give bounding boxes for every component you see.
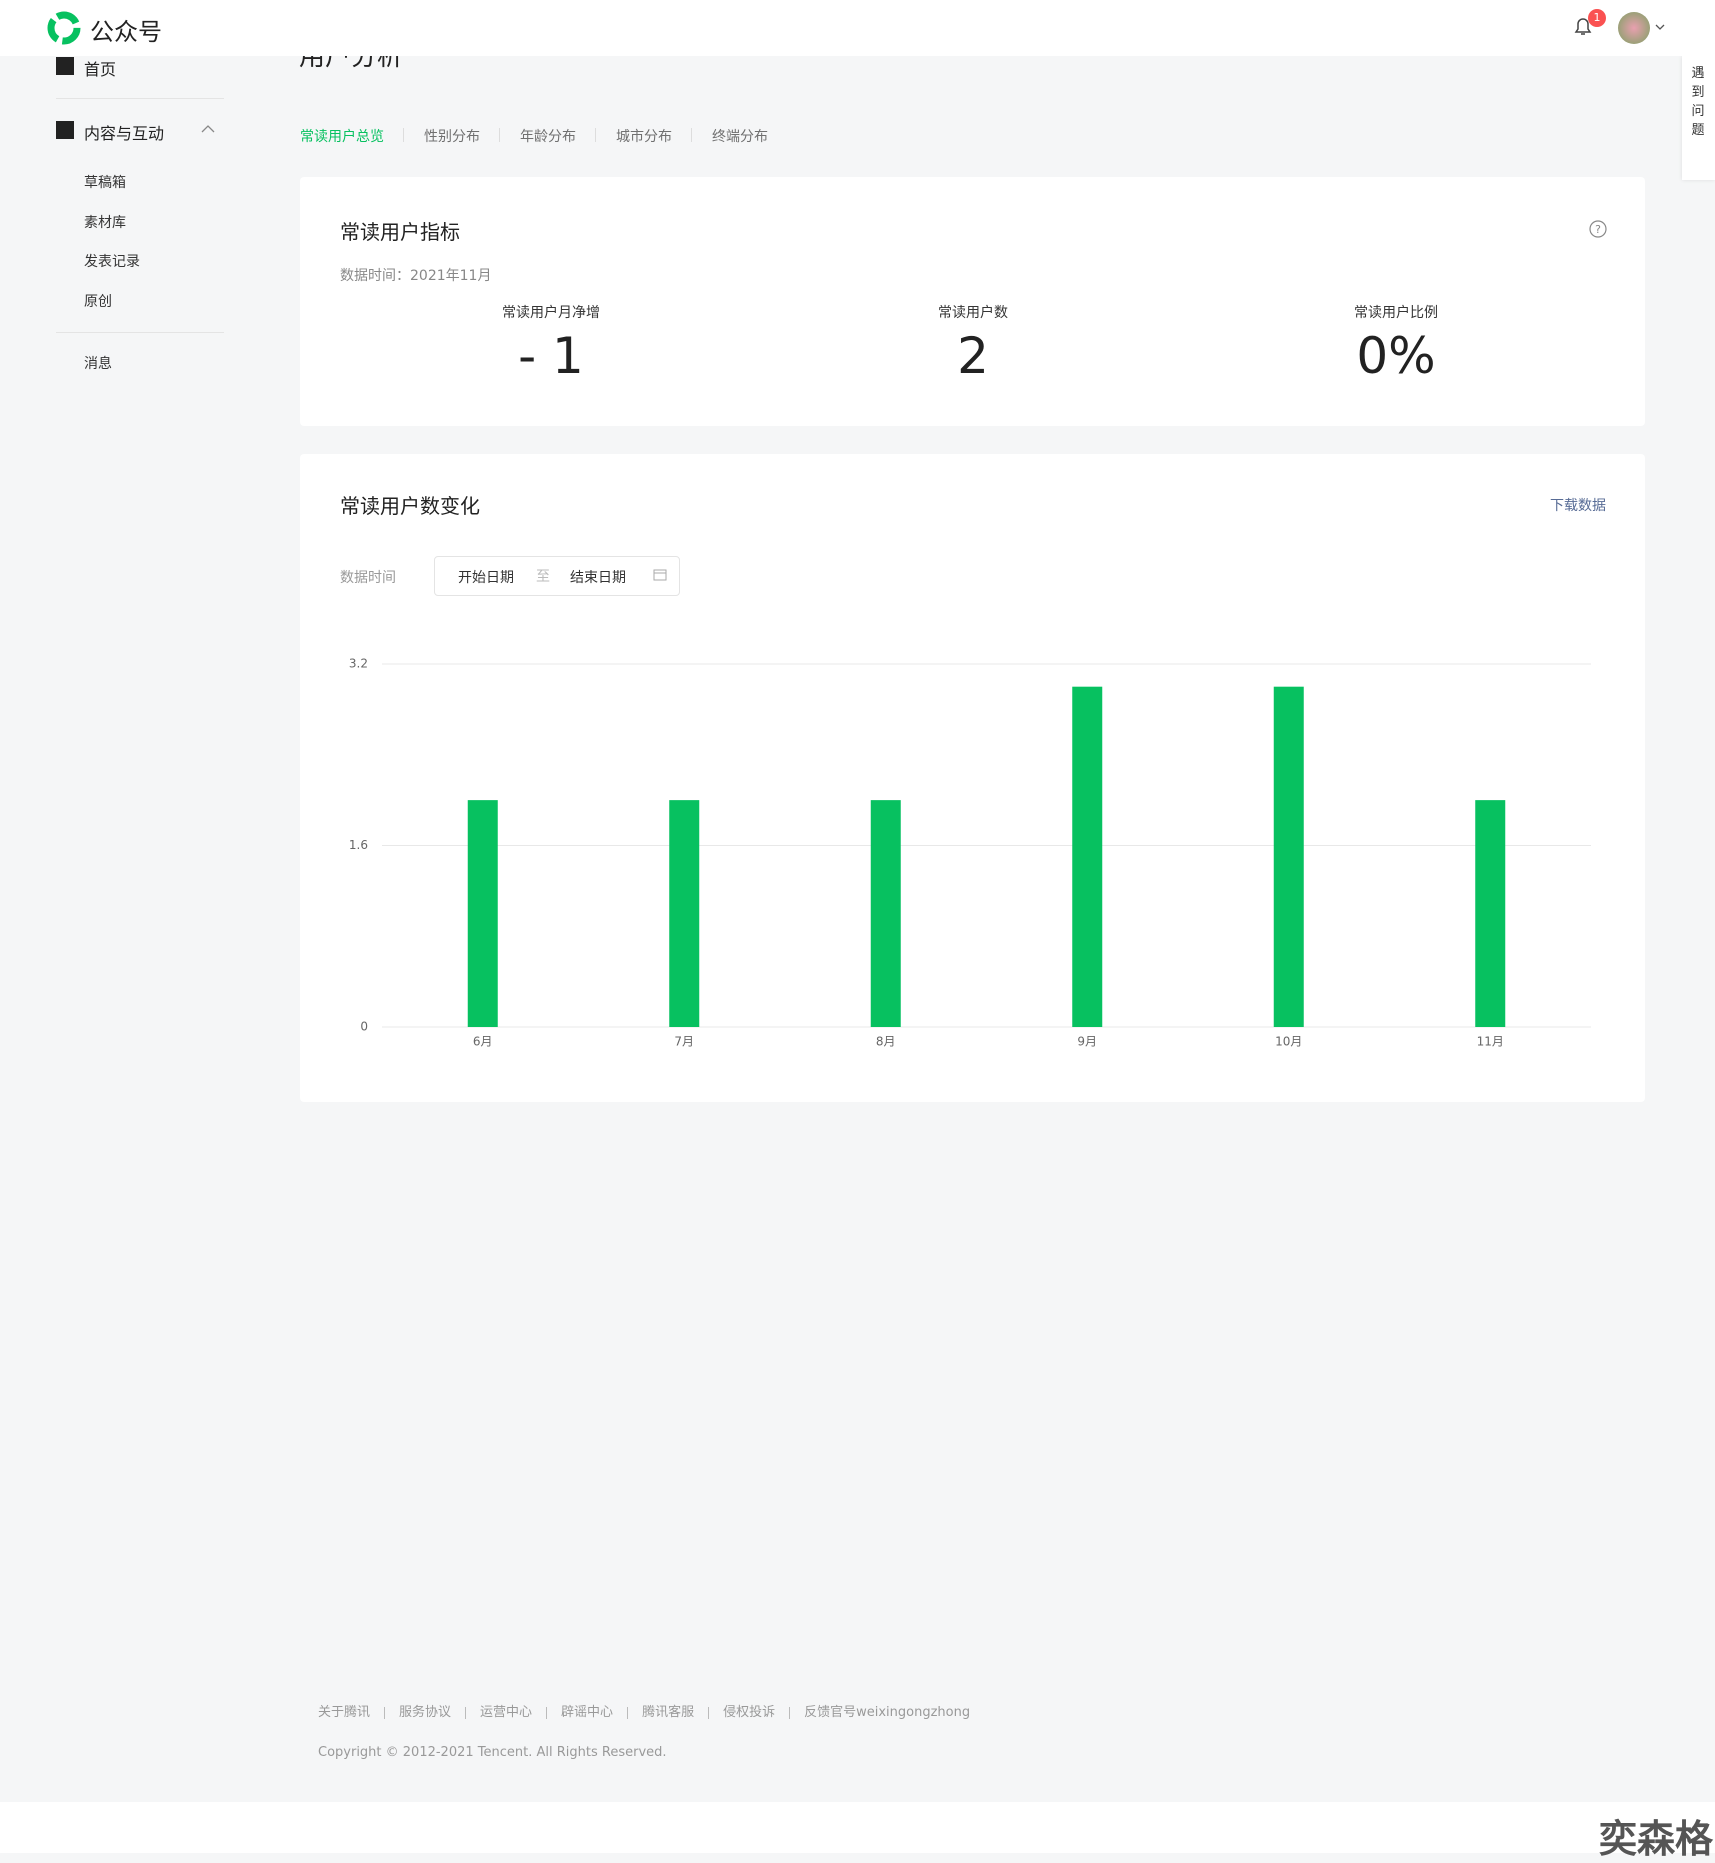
logo-text[interactable]: 公众号 [90, 18, 162, 46]
bar [870, 800, 901, 1027]
divider [56, 332, 224, 333]
metrics-card [300, 177, 1645, 426]
tab[interactable]: 性别分布 [424, 129, 480, 145]
bottom-band [0, 1802, 1715, 1853]
footer-link[interactable]: 服务协议 [384, 1706, 465, 1719]
tab-separator [691, 128, 692, 142]
bar [1273, 686, 1304, 1027]
bar-chart: 0 1.6 3.2 6月 7月 8月 9月 10月 11月 [349, 657, 1591, 1049]
nav-subitem[interactable]: 素材库 [84, 215, 126, 231]
logo-icon [47, 11, 81, 45]
nav-item[interactable]: 内容与互动 [84, 124, 165, 143]
y-tick-label: 1.6 [349, 838, 368, 852]
x-tick-label: 11月 [1477, 1035, 1504, 1049]
header: 公众号 1 [0, 0, 1715, 56]
footer-link[interactable]: 腾讯客服 [627, 1706, 708, 1719]
help-text[interactable]: 遇到问题 [1691, 66, 1705, 138]
bar [1072, 686, 1103, 1027]
footer-link[interactable]: 运营中心 [465, 1706, 546, 1719]
nav-subitem[interactable]: 草稿箱 [84, 175, 126, 191]
bell[interactable] [1570, 14, 1596, 40]
nav-item[interactable]: 首页 [84, 60, 117, 79]
tab[interactable]: 城市分布 [616, 129, 672, 145]
metric-label: 常读用户数 [938, 305, 1008, 321]
avatar[interactable] [1618, 12, 1650, 44]
start-date[interactable]: 开始日期 [458, 570, 514, 586]
download-link[interactable]: 下载数据 [1550, 498, 1606, 514]
date-separator: 至 [536, 569, 550, 585]
help-icon[interactable]: ? [1588, 219, 1608, 239]
icon [56, 121, 74, 139]
card-title: 常读用户数变化 [340, 494, 480, 518]
help-panel[interactable]: 遇到问题 [1682, 56, 1715, 180]
bar [1475, 800, 1506, 1027]
nav-subitem[interactable]: 原创 [84, 294, 112, 310]
svg-text:?: ? [1595, 223, 1601, 236]
metric-label: 常读用户月净增 [502, 305, 600, 321]
trend-card [300, 454, 1645, 1102]
tab-separator [595, 128, 596, 142]
icon [56, 57, 74, 75]
calendar-icon[interactable] [652, 567, 668, 583]
y-tick-label: 0 [360, 1020, 368, 1034]
date-picker[interactable] [434, 556, 680, 596]
footer-link[interactable]: 关于腾讯 [318, 1705, 371, 1720]
date-label: 数据时间 [340, 570, 396, 586]
footer-links: 关于腾讯 服务协议 运营中心 辟谣中心 腾讯客服 侵权投诉 反馈官号weixingongzh… [318, 1705, 984, 1720]
divider [56, 98, 224, 99]
x-tick-label: 6月 [473, 1035, 493, 1049]
x-tick-label: 7月 [674, 1035, 694, 1049]
card-title: 常读用户指标 [340, 220, 460, 244]
date-label: 数据时间：2021年11月 [340, 268, 492, 284]
tab[interactable]: 终端分布 [712, 129, 768, 145]
x-tick-label: 8月 [876, 1035, 896, 1049]
metric-value: - 1 [518, 327, 584, 385]
collapse-arrow[interactable] [200, 123, 216, 135]
dropdown-arrow[interactable] [1654, 22, 1666, 32]
metric-label: 常读用户比例 [1354, 305, 1438, 321]
copyright: Copyright © 2012-2021 Tencent. All Right… [318, 1745, 667, 1760]
footer-link[interactable]: 反馈官号weixingongzhong [789, 1706, 984, 1719]
tab[interactable]: 常读用户总览 [300, 129, 384, 145]
end-date[interactable]: 结束日期 [570, 570, 626, 586]
x-tick-label: 9月 [1077, 1035, 1097, 1049]
nav-subitem[interactable]: 消息 [84, 356, 112, 372]
watermark: 奕森格 [1598, 1817, 1713, 1861]
tab[interactable]: 年龄分布 [520, 129, 576, 145]
metric-value: 2 [957, 327, 989, 385]
bar [467, 800, 498, 1027]
metric-value: 0% [1356, 327, 1436, 385]
footer-link[interactable]: 辟谣中心 [546, 1706, 627, 1719]
tab-separator [403, 128, 404, 142]
bar [669, 800, 700, 1027]
y-tick-label: 3.2 [349, 657, 368, 671]
badge: 1 [1588, 9, 1606, 27]
nav-subitem[interactable]: 发表记录 [84, 254, 140, 270]
footer-link[interactable]: 侵权投诉 [708, 1706, 789, 1719]
x-tick-label: 10月 [1275, 1035, 1302, 1049]
tab-separator [499, 128, 500, 142]
